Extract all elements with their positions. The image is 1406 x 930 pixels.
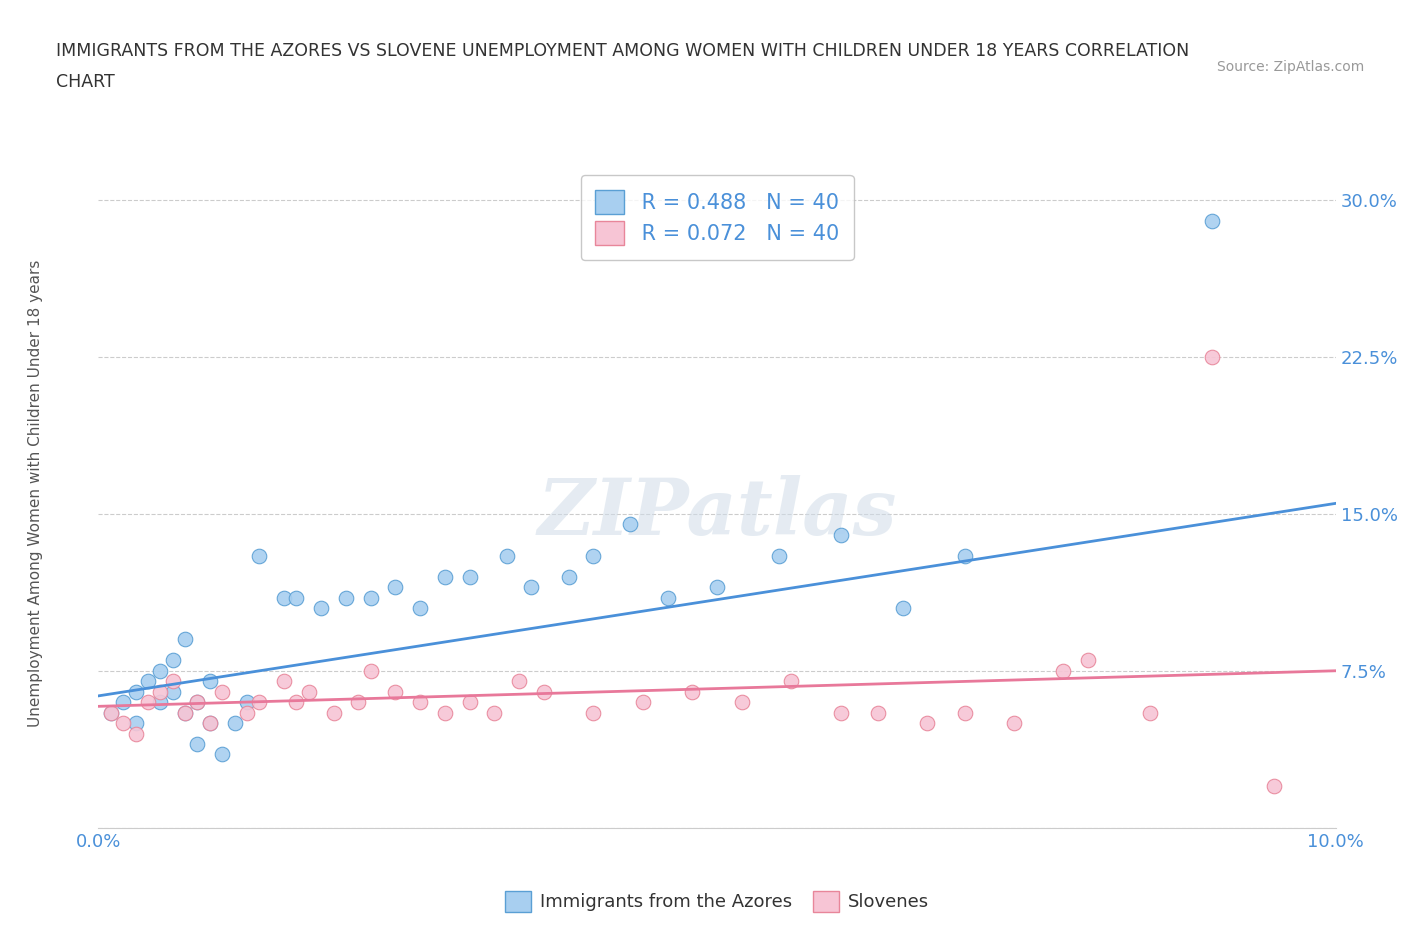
Point xyxy=(891,601,914,616)
Point xyxy=(247,695,270,710)
Point xyxy=(136,695,159,710)
Point xyxy=(149,663,172,678)
Point xyxy=(100,705,122,720)
Point xyxy=(100,705,122,720)
Point xyxy=(1139,705,1161,720)
Point xyxy=(557,569,579,584)
Point xyxy=(124,726,146,741)
Point xyxy=(1077,653,1099,668)
Point xyxy=(384,579,406,594)
Point xyxy=(917,716,939,731)
Point xyxy=(247,548,270,563)
Point xyxy=(830,527,852,542)
Point xyxy=(224,716,246,731)
Point xyxy=(409,695,432,710)
Point xyxy=(186,737,208,751)
Point xyxy=(1052,663,1074,678)
Point xyxy=(198,673,221,688)
Point xyxy=(236,695,259,710)
Point xyxy=(533,684,555,699)
Point xyxy=(1201,350,1223,365)
Point xyxy=(631,695,654,710)
Point xyxy=(322,705,344,720)
Point xyxy=(1002,716,1025,731)
Point xyxy=(681,684,703,699)
Point xyxy=(866,705,889,720)
Point xyxy=(360,591,382,605)
Point xyxy=(768,548,790,563)
Point xyxy=(458,695,481,710)
Point xyxy=(953,705,976,720)
Point xyxy=(384,684,406,699)
Point xyxy=(198,716,221,731)
Text: CHART: CHART xyxy=(56,73,115,90)
Point xyxy=(162,684,184,699)
Point xyxy=(335,591,357,605)
Point xyxy=(582,548,605,563)
Point xyxy=(112,695,135,710)
Point xyxy=(162,673,184,688)
Point xyxy=(273,673,295,688)
Point xyxy=(211,684,233,699)
Point xyxy=(347,695,370,710)
Text: IMMIGRANTS FROM THE AZORES VS SLOVENE UNEMPLOYMENT AMONG WOMEN WITH CHILDREN UND: IMMIGRANTS FROM THE AZORES VS SLOVENE UN… xyxy=(56,42,1189,60)
Point xyxy=(1201,214,1223,229)
Point xyxy=(285,591,308,605)
Point xyxy=(174,705,197,720)
Point xyxy=(780,673,803,688)
Point xyxy=(124,716,146,731)
Point xyxy=(309,601,332,616)
Point xyxy=(112,716,135,731)
Text: Source: ZipAtlas.com: Source: ZipAtlas.com xyxy=(1216,60,1364,74)
Point xyxy=(360,663,382,678)
Point xyxy=(124,684,146,699)
Point xyxy=(731,695,754,710)
Point xyxy=(198,716,221,731)
Point xyxy=(409,601,432,616)
Point xyxy=(211,747,233,762)
Point xyxy=(484,705,506,720)
Point xyxy=(285,695,308,710)
Point xyxy=(174,632,197,647)
Point xyxy=(433,569,456,584)
Point xyxy=(236,705,259,720)
Point xyxy=(174,705,197,720)
Point xyxy=(298,684,321,699)
Point xyxy=(149,695,172,710)
Point xyxy=(520,579,543,594)
Legend: Immigrants from the Azores, Slovenes: Immigrants from the Azores, Slovenes xyxy=(498,884,936,919)
Point xyxy=(619,517,641,532)
Point xyxy=(433,705,456,720)
Point xyxy=(706,579,728,594)
Point xyxy=(136,673,159,688)
Point xyxy=(495,548,517,563)
Point xyxy=(1263,778,1285,793)
Point xyxy=(582,705,605,720)
Point xyxy=(186,695,208,710)
Point xyxy=(273,591,295,605)
Text: Unemployment Among Women with Children Under 18 years: Unemployment Among Women with Children U… xyxy=(28,259,42,726)
Point xyxy=(830,705,852,720)
Point xyxy=(508,673,530,688)
Point xyxy=(162,653,184,668)
Text: ZIPatlas: ZIPatlas xyxy=(537,474,897,551)
Point xyxy=(657,591,679,605)
Point xyxy=(458,569,481,584)
Point xyxy=(953,548,976,563)
Point xyxy=(186,695,208,710)
Point xyxy=(149,684,172,699)
